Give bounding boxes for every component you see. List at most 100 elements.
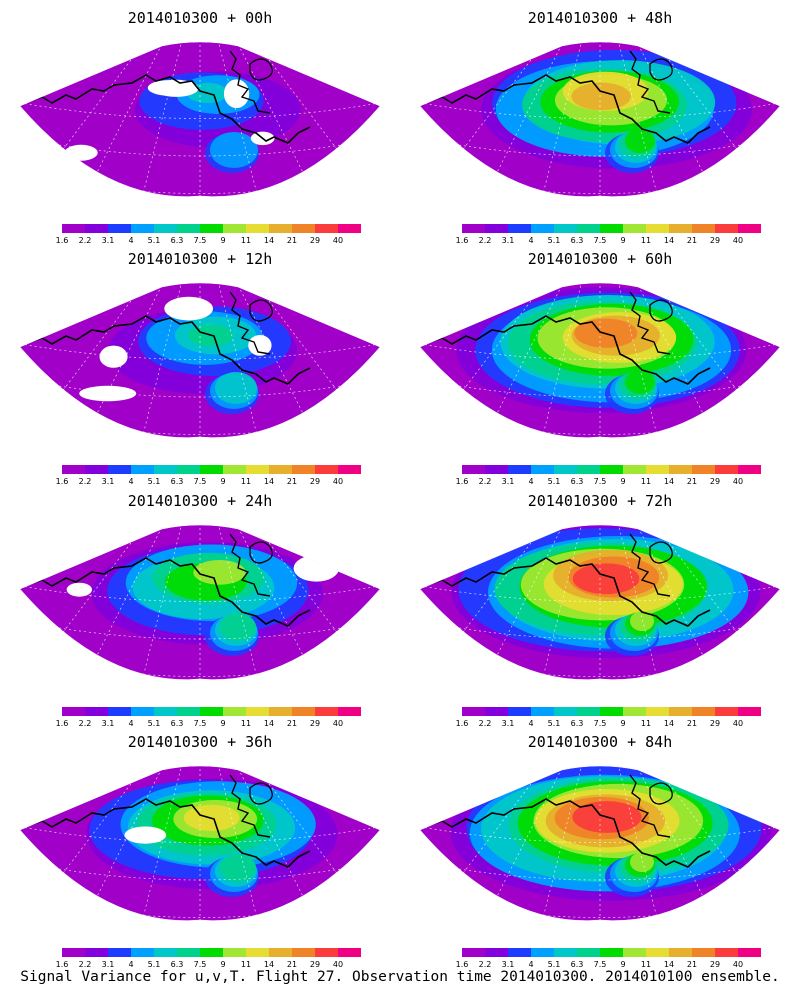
colorbar-tick-label: 21 (287, 477, 297, 486)
colorbar-swatch (462, 948, 485, 957)
colorbar-swatch (715, 465, 738, 474)
map-panel: 2014010300 + 72h 1.6 2.2 3.1 4 5.1 6.3 7.5 9 11 14… (419, 492, 781, 728)
colorbar-swatch (531, 224, 554, 233)
colorbar-tick-label: 6.3 (171, 719, 184, 728)
colorbar-swatch (200, 224, 223, 233)
colorbar-tick-label: 14 (664, 477, 674, 486)
colorbar-tick-label: 2.2 (479, 236, 492, 245)
colorbar-tick-label: 11 (241, 477, 251, 486)
colorbar-tick-label: 5.1 (548, 719, 561, 728)
colorbar-swatch (131, 707, 154, 716)
colorbar-swatch (108, 707, 131, 716)
colorbar-tick-label: 6.3 (571, 960, 584, 969)
colorbar-swatch (508, 224, 531, 233)
colorbar-tick-label: 21 (287, 719, 297, 728)
colorbar-tick-label: 7.5 (194, 719, 207, 728)
colorbar-swatch (177, 465, 200, 474)
colorbar-tick-label: 14 (664, 960, 674, 969)
colorbar-tick-label: 21 (687, 960, 697, 969)
map-panel: 2014010300 + 48h 1.6 2.2 3.1 4 5.1 6.3 7.5 9 11 14… (419, 9, 781, 245)
map-panel: 2014010300 + 84h 1.6 2.2 3.1 4 5.1 6.3 7.5 9 11 14… (419, 733, 781, 969)
colorbar-swatch (223, 224, 246, 233)
colorbar-swatch (646, 948, 669, 957)
colorbar-tick-label: 11 (241, 719, 251, 728)
colorbar-swatch (600, 948, 623, 957)
colorbar-tick-label: 29 (310, 719, 320, 728)
colorbar-tick-label: 5.1 (148, 960, 161, 969)
variance-field (20, 766, 380, 921)
colorbar-tick-label: 7.5 (194, 236, 207, 245)
colorbar-tick-label: 7.5 (594, 960, 607, 969)
colorbar: 1.6 2.2 3.1 4 5.1 6.3 7.5 9 11 14 21 29 40 (456, 224, 761, 245)
colorbar-swatch (577, 465, 600, 474)
colorbar-tick-label: 1.6 (56, 236, 69, 245)
colorbar-tick-label: 9 (620, 960, 625, 969)
colorbar-tick-label: 29 (310, 236, 320, 245)
panel-title: 2014010300 + 84h (528, 733, 673, 751)
colorbar-swatch (738, 707, 761, 716)
colorbar-tick-label: 14 (664, 236, 674, 245)
colorbar-swatch (269, 948, 292, 957)
colorbar-tick-label: 11 (641, 719, 651, 728)
colorbar-swatch (246, 224, 269, 233)
colorbar-swatch (338, 707, 361, 716)
map-panel: 2014010300 + 24h 1.6 2.2 3.1 4 5.1 6.3 7.5 9 11 14… (19, 492, 381, 728)
colorbar-tick-label: 5.1 (148, 719, 161, 728)
colorbar-tick-label: 29 (710, 477, 720, 486)
colorbar-tick-label: 2.2 (479, 960, 492, 969)
colorbar-swatch (315, 948, 338, 957)
colorbar-swatch (131, 465, 154, 474)
panel-title: 2014010300 + 24h (128, 492, 273, 510)
colorbar-swatch (738, 948, 761, 957)
colorbar-swatch (577, 948, 600, 957)
colorbar-tick-label: 6.3 (571, 719, 584, 728)
colorbar-swatch (269, 707, 292, 716)
colorbar-swatch (485, 707, 508, 716)
colorbar-swatch (623, 948, 646, 957)
colorbar-swatch (338, 465, 361, 474)
colorbar-tick-label: 5.1 (548, 960, 561, 969)
colorbar-swatch (131, 224, 154, 233)
colorbar-swatch (223, 948, 246, 957)
colorbar-swatch (269, 465, 292, 474)
colorbar-tick-label: 9 (620, 719, 625, 728)
map-panel: 2014010300 + 00h 1.6 2.2 3.1 4 5.1 6.3 7.5 9 11 14… (19, 9, 381, 245)
colorbar-tick-label: 4 (128, 477, 133, 486)
colorbar-swatch (315, 224, 338, 233)
map-panel: 2014010300 + 12h 1.6 2.2 3.1 4 5.1 6.3 7.5 9 11 14… (19, 250, 381, 486)
colorbar-tick-label: 21 (687, 236, 697, 245)
variance-field (420, 283, 780, 438)
colorbar-swatch (577, 707, 600, 716)
colorbar-tick-label: 4 (128, 236, 133, 245)
colorbar-swatch (269, 224, 292, 233)
colorbar-swatch (715, 224, 738, 233)
colorbar-tick-label: 7.5 (194, 960, 207, 969)
colorbar-swatch (200, 465, 223, 474)
colorbar-swatch (485, 224, 508, 233)
colorbar-tick-label: 21 (287, 236, 297, 245)
colorbar-swatch (646, 707, 669, 716)
colorbar-swatch (692, 224, 715, 233)
colorbar-tick-label: 6.3 (171, 960, 184, 969)
colorbar: 1.6 2.2 3.1 4 5.1 6.3 7.5 9 11 14 21 29 40 (456, 948, 761, 969)
colorbar: 1.6 2.2 3.1 4 5.1 6.3 7.5 9 11 14 21 29 40 (56, 224, 361, 245)
colorbar-swatch (646, 224, 669, 233)
colorbar-swatch (715, 707, 738, 716)
colorbar-swatch (338, 948, 361, 957)
colorbar-tick-label: 14 (264, 719, 274, 728)
colorbar-tick-label: 21 (287, 960, 297, 969)
colorbar-tick-label: 11 (641, 960, 651, 969)
colorbar-tick-label: 40 (733, 477, 743, 486)
colorbar-swatch (715, 948, 738, 957)
colorbar-swatch (131, 948, 154, 957)
colorbar: 1.6 2.2 3.1 4 5.1 6.3 7.5 9 11 14 21 29 40 (56, 465, 361, 486)
colorbar: 1.6 2.2 3.1 4 5.1 6.3 7.5 9 11 14 21 29 40 (456, 465, 761, 486)
colorbar-tick-label: 6.3 (171, 236, 184, 245)
colorbar-tick-label: 4 (528, 236, 533, 245)
colorbar-tick-label: 14 (264, 960, 274, 969)
colorbar-tick-label: 1.6 (456, 236, 469, 245)
colorbar-swatch (223, 465, 246, 474)
colorbar-swatch (600, 224, 623, 233)
colorbar-swatch (177, 948, 200, 957)
